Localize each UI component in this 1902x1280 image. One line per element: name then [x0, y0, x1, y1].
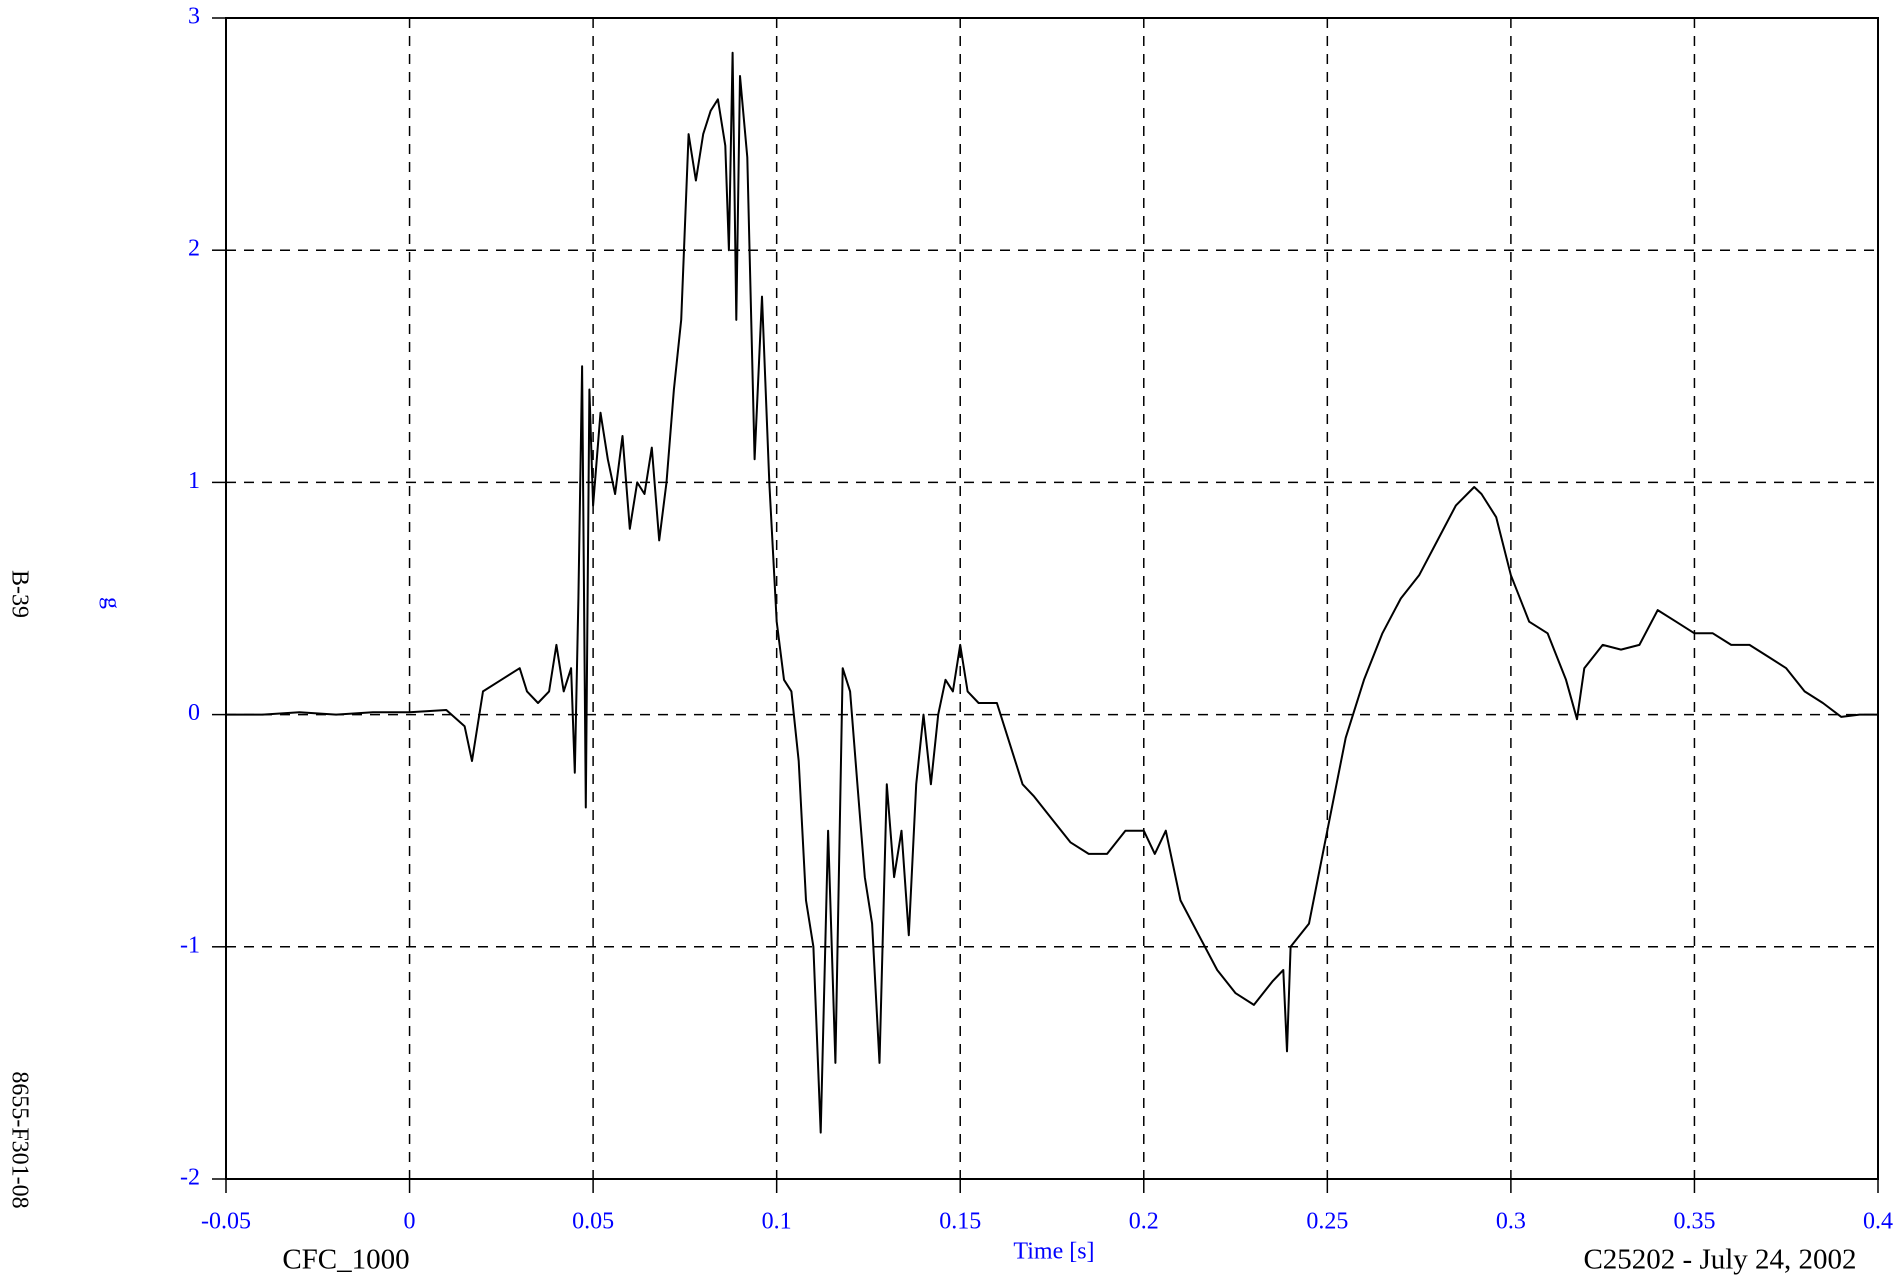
- y-tick-label: 1: [188, 468, 200, 494]
- y-tick-label: 3: [188, 4, 200, 30]
- plot-frame: [225, 17, 1879, 1180]
- x-tick-label: 0.3: [1496, 1209, 1526, 1235]
- y-tick-label: -1: [180, 932, 200, 958]
- x-axis-label: Time [s]: [1013, 1239, 1094, 1265]
- x-tick-label: 0.25: [1306, 1209, 1348, 1235]
- report-label: 8655-F301-08: [6, 1071, 32, 1208]
- x-tick-label: 0: [404, 1209, 416, 1235]
- y-tick-label: -2: [180, 1165, 200, 1191]
- series-line: [226, 51, 1878, 1134]
- x-tick-label: 0.2: [1129, 1209, 1159, 1235]
- y-tick-label: 0: [188, 700, 200, 726]
- x-tick-label: 0.15: [939, 1209, 981, 1235]
- x-tick-label: 0.05: [572, 1209, 614, 1235]
- x-tick-label: 0.1: [762, 1209, 792, 1235]
- x-tick-label: 0.35: [1673, 1209, 1715, 1235]
- test-label: C25202 - July 24, 2002: [1583, 1244, 1856, 1276]
- y-axis-label: g: [98, 597, 124, 609]
- page-label: B-39: [6, 570, 32, 618]
- filter-label: CFC_1000: [282, 1244, 409, 1276]
- x-tick-label: -0.05: [201, 1209, 251, 1235]
- x-tick-label: 0.4: [1863, 1209, 1893, 1235]
- y-tick-label: 2: [188, 236, 200, 262]
